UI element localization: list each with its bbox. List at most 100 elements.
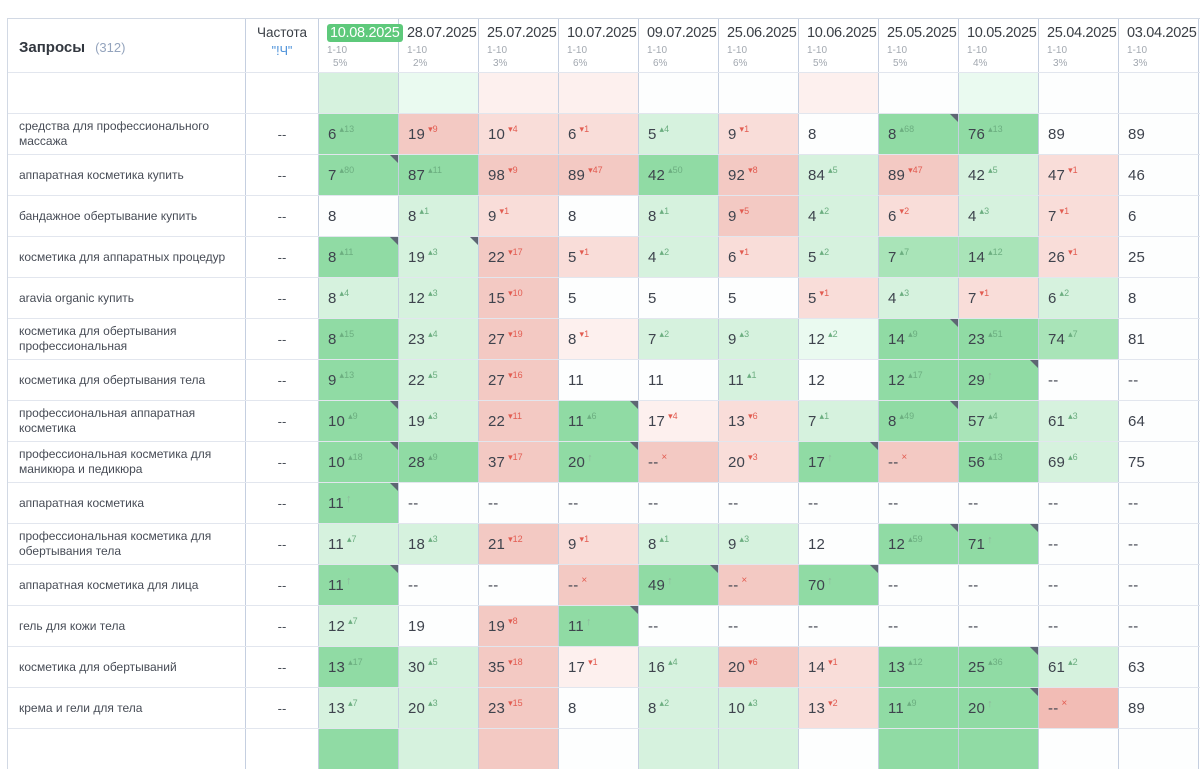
position-cell[interactable]: 84 ▴5 xyxy=(799,155,879,195)
position-cell[interactable]: 13 ▾6 xyxy=(719,401,799,441)
date-label[interactable]: 10.05.2025 xyxy=(967,25,1037,41)
position-cell[interactable]: 5 ▾1 xyxy=(559,237,639,277)
keyword-cell[interactable]: aravia organic купить xyxy=(8,278,246,318)
position-cell[interactable]: 5 ▴4 xyxy=(639,114,719,154)
position-cell[interactable]: 81 xyxy=(1119,319,1199,359)
position-cell[interactable]: 8 xyxy=(1119,278,1199,318)
position-cell[interactable]: -- xyxy=(719,483,799,523)
position-cell[interactable]: 12 ▴59 xyxy=(879,524,959,564)
position-cell[interactable]: 29 ↑ xyxy=(959,360,1039,400)
position-cell[interactable]: -- xyxy=(399,483,479,523)
position-cell[interactable]: 6 xyxy=(1119,196,1199,236)
selected-date-label[interactable]: 10.08.2025 xyxy=(327,24,403,42)
date-column-header[interactable]: 10.07.2025 1-10 6% xyxy=(559,19,639,72)
date-column-header[interactable]: 25.05.2025 1-10 5% xyxy=(879,19,959,72)
position-cell[interactable]: 61 ▴3 xyxy=(1039,401,1119,441)
position-cell[interactable]: 23 ▴4 xyxy=(399,319,479,359)
position-cell[interactable]: 9 ▾1 xyxy=(479,196,559,236)
position-cell[interactable]: 46 xyxy=(1119,155,1199,195)
position-cell[interactable]: 20 ▾6 xyxy=(719,647,799,687)
position-cell[interactable]: 4 ▴3 xyxy=(879,278,959,318)
position-cell[interactable]: 21 ▾12 xyxy=(479,524,559,564)
position-cell[interactable]: -- xyxy=(959,565,1039,605)
position-cell[interactable]: 10 ▴18 xyxy=(319,442,399,482)
position-cell[interactable]: 42 ▴5 xyxy=(959,155,1039,195)
position-cell[interactable]: 11 xyxy=(559,360,639,400)
keyword-cell[interactable]: косметика для обертываний xyxy=(8,647,246,687)
position-cell[interactable]: -- xyxy=(479,483,559,523)
position-cell[interactable]: 6 ▾2 xyxy=(879,196,959,236)
position-cell[interactable]: 56 ▴13 xyxy=(959,442,1039,482)
date-label[interactable]: 09.07.2025 xyxy=(647,25,717,41)
position-cell[interactable]: -- xyxy=(959,606,1039,646)
position-cell[interactable]: 27 ▾19 xyxy=(479,319,559,359)
position-cell[interactable]: 11 ↑ xyxy=(319,565,399,605)
position-cell[interactable]: 70 ↑ xyxy=(799,565,879,605)
position-cell[interactable]: -- × xyxy=(719,565,799,605)
position-cell[interactable]: 14 ▴9 xyxy=(879,319,959,359)
position-cell[interactable]: 12 ▴3 xyxy=(399,278,479,318)
position-cell[interactable]: 8 ▾1 xyxy=(559,319,639,359)
position-cell[interactable]: 19 ▾8 xyxy=(479,606,559,646)
position-cell[interactable]: -- xyxy=(1119,360,1199,400)
position-cell[interactable]: 11 xyxy=(639,360,719,400)
keyword-cell[interactable]: крема и гели для тела xyxy=(8,688,246,728)
position-cell[interactable]: 8 ▴11 xyxy=(319,237,399,277)
position-cell[interactable]: 8 xyxy=(799,114,879,154)
date-column-header[interactable]: 28.07.2025 1-10 2% xyxy=(399,19,479,72)
position-cell[interactable]: 92 ▾8 xyxy=(719,155,799,195)
position-cell[interactable]: 8 xyxy=(319,196,399,236)
position-cell[interactable]: -- xyxy=(1039,360,1119,400)
position-cell[interactable]: -- xyxy=(639,483,719,523)
position-cell[interactable]: 6 ▾1 xyxy=(719,237,799,277)
position-cell[interactable]: 89 ▾47 xyxy=(879,155,959,195)
position-cell[interactable]: -- xyxy=(1119,565,1199,605)
position-cell[interactable]: 8 ▴15 xyxy=(319,319,399,359)
date-column-header[interactable]: 25.04.2025 1-10 3% xyxy=(1039,19,1119,72)
position-cell[interactable]: 98 ▾9 xyxy=(479,155,559,195)
position-cell[interactable]: 26 ▾1 xyxy=(1039,237,1119,277)
frequency-filter-link[interactable]: "!Ч" xyxy=(271,44,293,58)
position-cell[interactable]: -- xyxy=(1039,565,1119,605)
position-cell[interactable]: -- xyxy=(1119,483,1199,523)
position-cell[interactable]: 57 ▴4 xyxy=(959,401,1039,441)
date-column-header[interactable]: 10.05.2025 1-10 4% xyxy=(959,19,1039,72)
position-cell[interactable]: 8 ▴1 xyxy=(639,196,719,236)
position-cell[interactable]: 13 ▴17 xyxy=(319,647,399,687)
position-cell[interactable]: 64 xyxy=(1119,401,1199,441)
keyword-cell[interactable]: аппаратная косметика для лица xyxy=(8,565,246,605)
position-cell[interactable]: 11 ▴1 xyxy=(719,360,799,400)
position-cell[interactable]: 6 ▴2 xyxy=(1039,278,1119,318)
position-cell[interactable]: 13 ▴12 xyxy=(879,647,959,687)
position-cell[interactable]: -- xyxy=(799,606,879,646)
position-cell[interactable]: 37 ▾17 xyxy=(479,442,559,482)
position-cell[interactable]: -- xyxy=(879,606,959,646)
position-cell[interactable]: -- xyxy=(1119,606,1199,646)
position-cell[interactable]: 10 ▾4 xyxy=(479,114,559,154)
date-column-header[interactable]: 09.07.2025 1-10 6% xyxy=(639,19,719,72)
position-cell[interactable]: 5 xyxy=(639,278,719,318)
position-cell[interactable]: 5 ▾1 xyxy=(799,278,879,318)
position-cell[interactable]: -- xyxy=(1119,524,1199,564)
date-label[interactable]: 28.07.2025 xyxy=(407,25,477,41)
position-cell[interactable]: 6 ▴13 xyxy=(319,114,399,154)
position-cell[interactable]: 19 xyxy=(399,606,479,646)
position-cell[interactable]: 9 ▴3 xyxy=(719,319,799,359)
position-cell[interactable]: 8 ▴4 xyxy=(319,278,399,318)
position-cell[interactable]: 22 ▾17 xyxy=(479,237,559,277)
date-column-header[interactable]: 10.08.2025 1-10 5% xyxy=(319,19,403,72)
position-cell[interactable]: 22 ▾11 xyxy=(479,401,559,441)
position-cell[interactable]: -- × xyxy=(879,442,959,482)
position-cell[interactable]: 71 ↑ xyxy=(959,524,1039,564)
date-label[interactable]: 25.06.2025 xyxy=(727,25,797,41)
position-cell[interactable]: 8 ▴2 xyxy=(639,688,719,728)
position-cell[interactable]: -- xyxy=(399,565,479,605)
position-cell[interactable]: 12 ▴7 xyxy=(319,606,399,646)
position-cell[interactable]: 17 ▾4 xyxy=(639,401,719,441)
position-cell[interactable]: 30 ▴5 xyxy=(399,647,479,687)
position-cell[interactable]: -- xyxy=(1039,524,1119,564)
keyword-cell[interactable]: гель для кожи тела xyxy=(8,606,246,646)
position-cell[interactable]: -- xyxy=(559,483,639,523)
position-cell[interactable]: 6 ▾1 xyxy=(559,114,639,154)
position-cell[interactable]: 19 ▴3 xyxy=(399,401,479,441)
